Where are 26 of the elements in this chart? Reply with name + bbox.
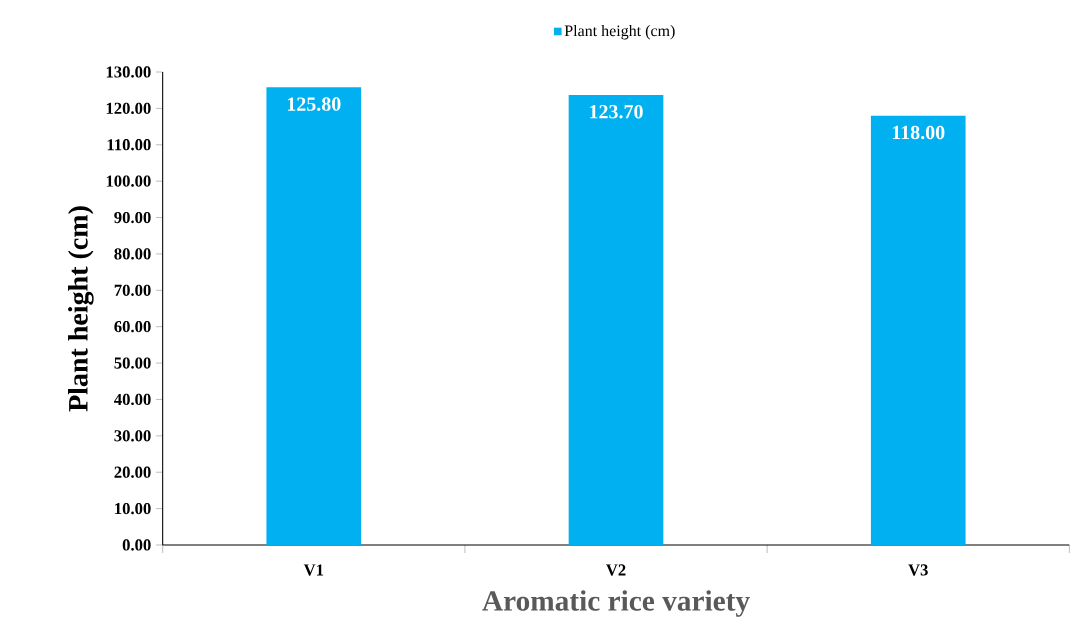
x-axis-title: Aromatic rice variety	[482, 590, 750, 617]
data-label: 125.80	[287, 97, 341, 111]
y-tick-label: 0.00	[122, 539, 151, 551]
y-tick-label: 90.00	[114, 211, 151, 224]
bar	[266, 87, 362, 545]
y-tick-label: 110.00	[107, 139, 151, 151]
legend-label: Plant height (cm)	[564, 24, 675, 40]
y-tick-label: 70.00	[114, 284, 151, 296]
x-tick-label: V2	[606, 564, 626, 576]
x-tick-label: V1	[303, 564, 324, 576]
y-tick-label: 40.00	[114, 393, 151, 406]
y-tick-label: 20.00	[114, 466, 151, 478]
data-label: 123.70	[590, 104, 643, 119]
y-axis-title: Plant height (cm)	[68, 206, 94, 412]
y-tick-label: 10.00	[115, 502, 151, 515]
y-tick-label: 30.00	[114, 430, 151, 442]
y-tick-label: 120.00	[106, 102, 151, 115]
y-tick-label: 130.00	[106, 66, 151, 78]
y-tick-label: 50.00	[114, 357, 151, 369]
bar	[870, 115, 966, 545]
bar	[568, 94, 664, 545]
y-tick-label: 60.00	[114, 321, 151, 333]
data-label: 118.00	[892, 125, 945, 140]
y-tick-label: 80.00	[114, 248, 151, 260]
y-tick-label: 100.00	[106, 175, 151, 187]
x-tick-label: V3	[908, 564, 928, 576]
